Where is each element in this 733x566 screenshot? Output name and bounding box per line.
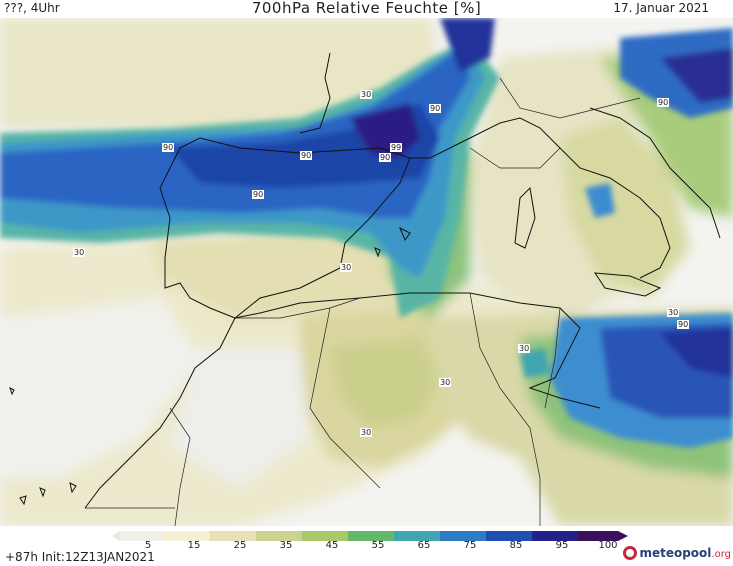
contour-label: 90 bbox=[677, 320, 690, 329]
contour-label: 90 bbox=[252, 190, 265, 199]
contour-label: 99 bbox=[390, 143, 403, 152]
contour-label: 30 bbox=[73, 248, 86, 257]
colorbar-tick-label: 5 bbox=[144, 540, 152, 551]
colorbar-tick-label: 100 bbox=[598, 540, 618, 551]
contour-label: 90 bbox=[429, 104, 442, 113]
humidity-map: 30 90 90 90 99 90 90 90 30 30 30 90 30 30 30 bbox=[0, 18, 733, 526]
map-canvas bbox=[0, 18, 733, 526]
contour-label: 30 bbox=[340, 263, 353, 272]
colorbar-tick-label: 15 bbox=[187, 540, 201, 551]
colorbar bbox=[112, 531, 628, 541]
colorbar-tick-label: 75 bbox=[463, 540, 477, 551]
header-bar: ???, 4Uhr 700hPa Relative Feuchte [%] 17… bbox=[0, 0, 733, 18]
coastlines bbox=[9, 52, 721, 509]
contour-label: 90 bbox=[162, 143, 175, 152]
colorbar-tick-label: 65 bbox=[417, 540, 431, 551]
run-info: +87h Init:12Z13JAN2021 bbox=[5, 550, 155, 564]
contour-label: 30 bbox=[360, 428, 373, 437]
meteopool-logo[interactable]: meteopool.org bbox=[623, 546, 731, 560]
legend-area: 5 15 25 35 45 55 65 75 85 95 100 +87h Init:12Z13JA… bbox=[0, 526, 733, 566]
colorbar-tick-label: 35 bbox=[279, 540, 293, 551]
contour-label: 30 bbox=[360, 90, 373, 99]
logo-icon bbox=[623, 546, 638, 560]
colorbar-tick-label: 85 bbox=[509, 540, 523, 551]
contour-label: 90 bbox=[657, 98, 670, 107]
contour-label: 30 bbox=[439, 378, 452, 387]
contour-label: 30 bbox=[667, 308, 680, 317]
contour-label: 90 bbox=[379, 153, 392, 162]
contour-label: 30 bbox=[518, 344, 531, 353]
colorbar-tick-label: 45 bbox=[325, 540, 339, 551]
colorbar-tick-label: 25 bbox=[233, 540, 247, 551]
colorbar-tick-label: 55 bbox=[371, 540, 385, 551]
colorbar-ticks: 5 15 25 35 45 55 65 75 85 95 100 bbox=[0, 540, 733, 552]
logo-text: meteopool.org bbox=[639, 546, 731, 560]
borders bbox=[85, 77, 641, 526]
colorbar-tick-label: 95 bbox=[555, 540, 569, 551]
map-title: 700hPa Relative Feuchte [%] bbox=[251, 0, 482, 17]
valid-date-label: 17. Januar 2021 bbox=[613, 1, 709, 15]
contour-label: 90 bbox=[300, 151, 313, 160]
valid-day-label: ???, 4Uhr bbox=[4, 1, 60, 15]
